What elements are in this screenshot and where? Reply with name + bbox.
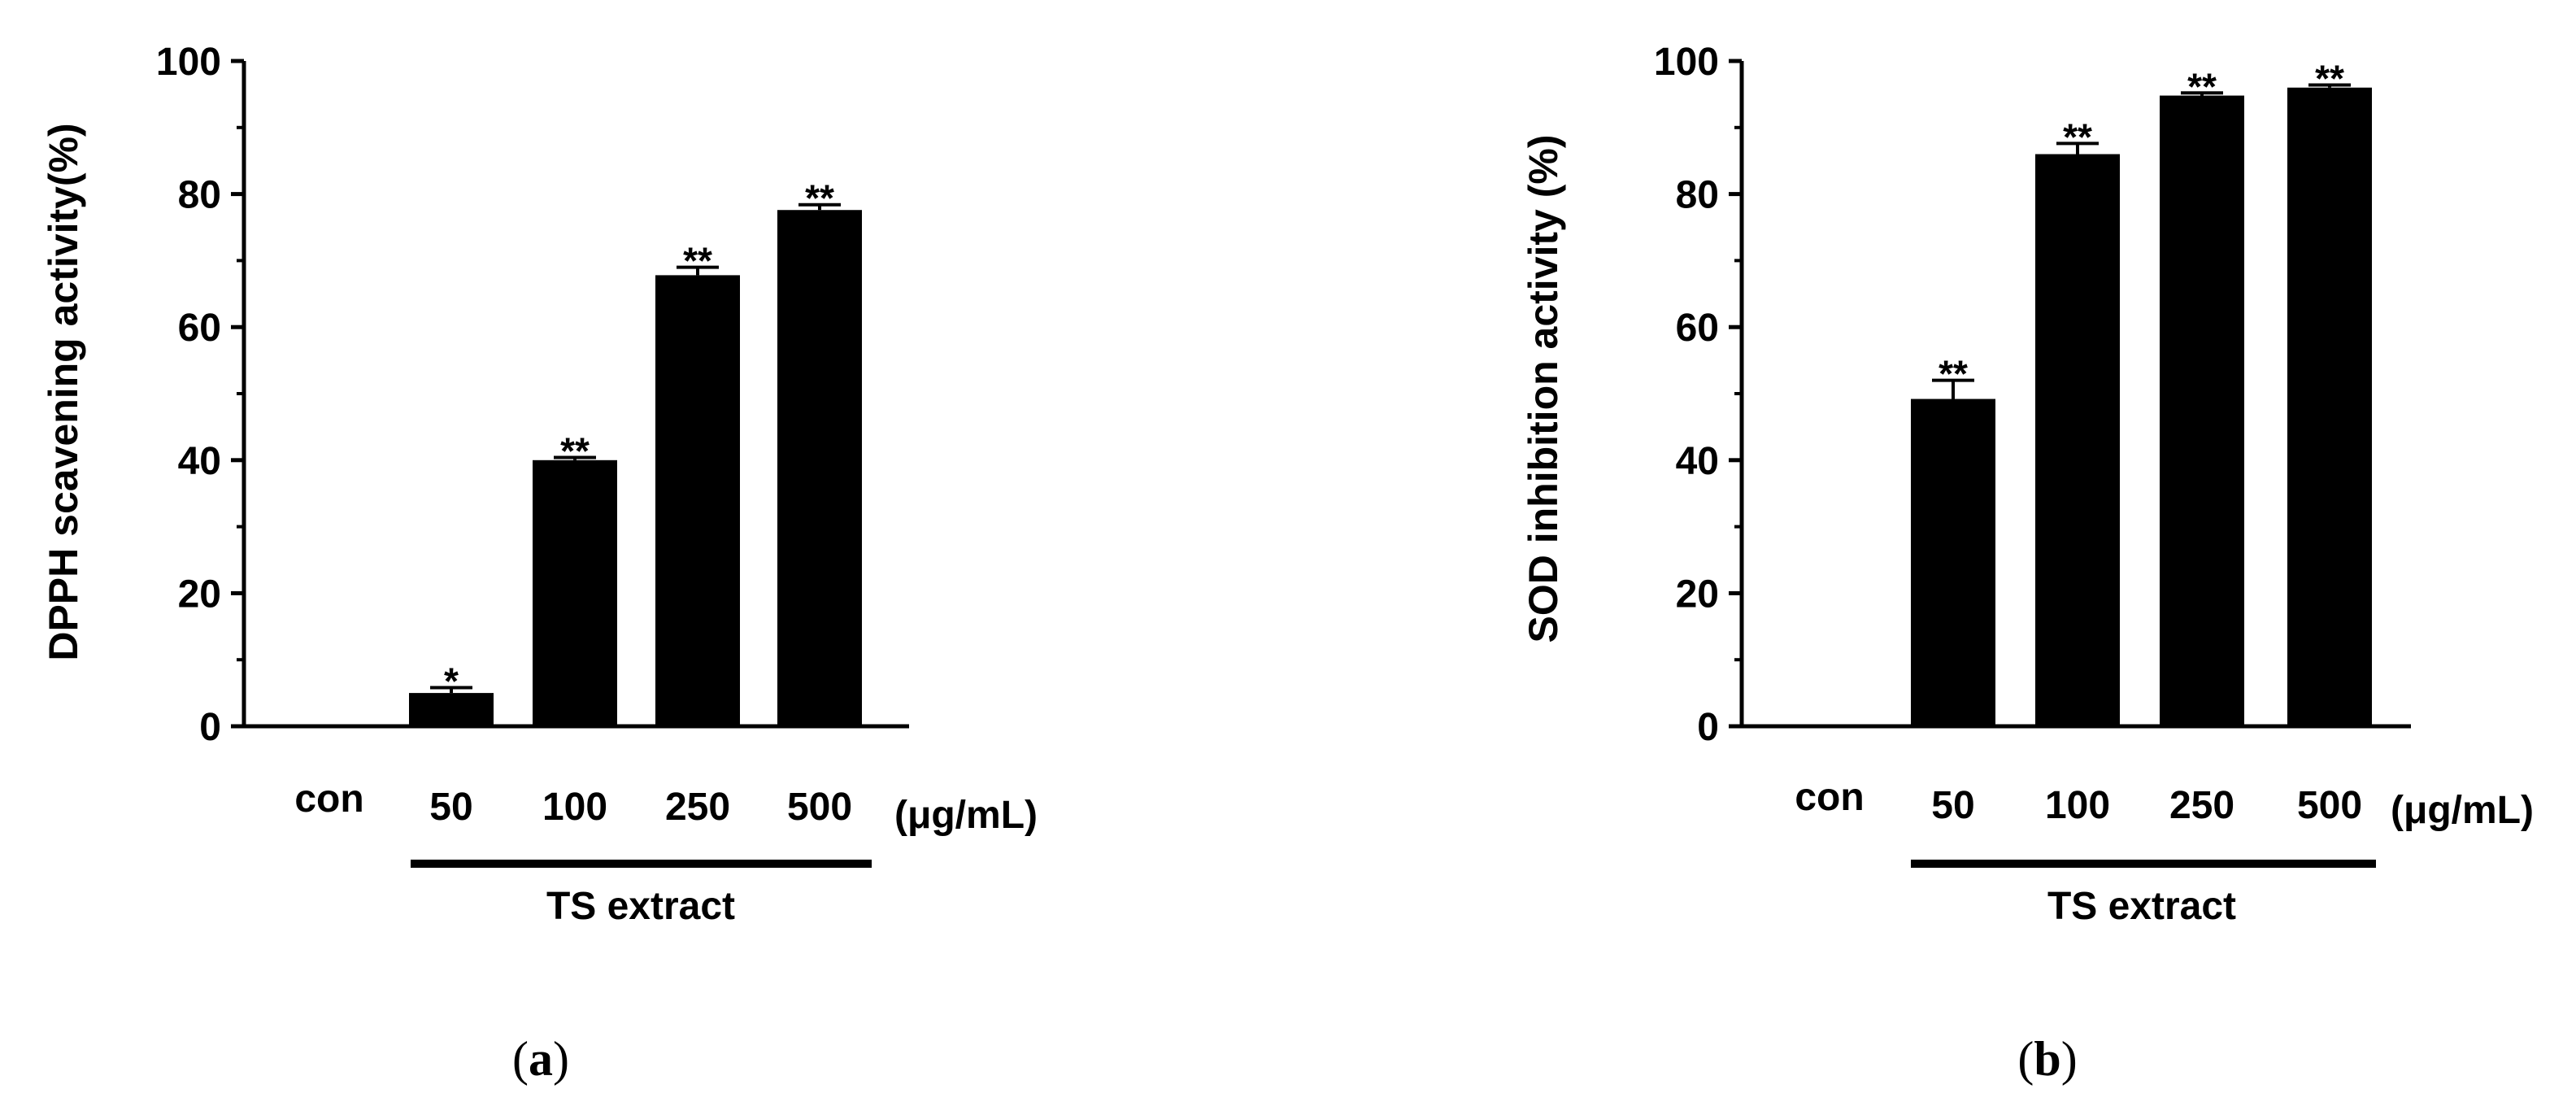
y-axis-title: DPPH scavening activity(%) bbox=[41, 123, 86, 660]
bars: ** ** ** ** bbox=[1911, 57, 2372, 727]
significance-marker: * bbox=[444, 660, 459, 703]
category-label: 250 bbox=[2169, 784, 2234, 827]
y-axis-title: SOD inhibition activity (%) bbox=[1521, 134, 1566, 642]
category-label: 100 bbox=[2045, 784, 2110, 827]
category-label: 250 bbox=[665, 786, 730, 829]
category-label: con bbox=[294, 777, 363, 821]
panel-label: (a) bbox=[512, 1032, 569, 1086]
y-tick-label: 80 bbox=[1676, 174, 1719, 217]
group-label: TS extract bbox=[546, 885, 735, 928]
unit-label: (μg/mL) bbox=[894, 794, 1038, 837]
chart-panel-b: 0 20 40 60 80 100 ** ** ** ** con 50 100 250 500 (μg… bbox=[1521, 41, 2534, 1086]
bars: ******* bbox=[409, 177, 862, 726]
bar bbox=[2287, 87, 2372, 727]
y-tick-label: 20 bbox=[1676, 573, 1719, 616]
y-tick-label: 0 bbox=[1697, 706, 1719, 749]
category-label: 500 bbox=[2297, 784, 2362, 827]
y-tick-label: 40 bbox=[1676, 440, 1719, 483]
bar bbox=[777, 210, 862, 726]
bar bbox=[409, 693, 494, 726]
category-labels: con 50 100 250 500 bbox=[294, 777, 852, 829]
category-labels: con 50 100 250 500 bbox=[1795, 776, 2362, 827]
y-tick-label: 60 bbox=[1676, 307, 1719, 350]
category-label: con bbox=[1795, 776, 1864, 819]
significance-marker: ** bbox=[805, 177, 834, 220]
category-label: 100 bbox=[542, 786, 607, 829]
y-tick-label: 0 bbox=[199, 706, 221, 749]
unit-label: (μg/mL) bbox=[2391, 789, 2534, 832]
bar bbox=[2035, 154, 2120, 726]
panel-label: (b) bbox=[2017, 1032, 2077, 1086]
y-tick-label: 40 bbox=[178, 440, 221, 483]
category-label: 50 bbox=[1931, 784, 1974, 827]
significance-marker: ** bbox=[1939, 353, 1968, 395]
significance-marker: ** bbox=[560, 430, 590, 473]
y-ticks: 0 20 40 60 80 100 bbox=[1654, 41, 1742, 749]
bar bbox=[655, 275, 740, 726]
significance-marker: ** bbox=[683, 240, 712, 282]
y-tick-label: 60 bbox=[178, 307, 221, 350]
y-tick-label: 100 bbox=[156, 41, 221, 84]
significance-marker: ** bbox=[2187, 65, 2217, 107]
bar bbox=[2160, 95, 2244, 726]
group-label: TS extract bbox=[2047, 885, 2236, 928]
significance-marker: ** bbox=[2063, 115, 2092, 158]
bar bbox=[533, 460, 617, 726]
y-tick-label: 100 bbox=[1654, 41, 1719, 84]
category-label: 50 bbox=[429, 786, 472, 829]
y-tick-label: 80 bbox=[178, 174, 221, 217]
bar bbox=[1911, 399, 1995, 726]
y-tick-label: 20 bbox=[178, 573, 221, 616]
significance-marker: ** bbox=[2315, 57, 2344, 99]
y-ticks: 0 20 40 60 80 100 bbox=[156, 41, 244, 749]
category-label: 500 bbox=[787, 786, 852, 829]
